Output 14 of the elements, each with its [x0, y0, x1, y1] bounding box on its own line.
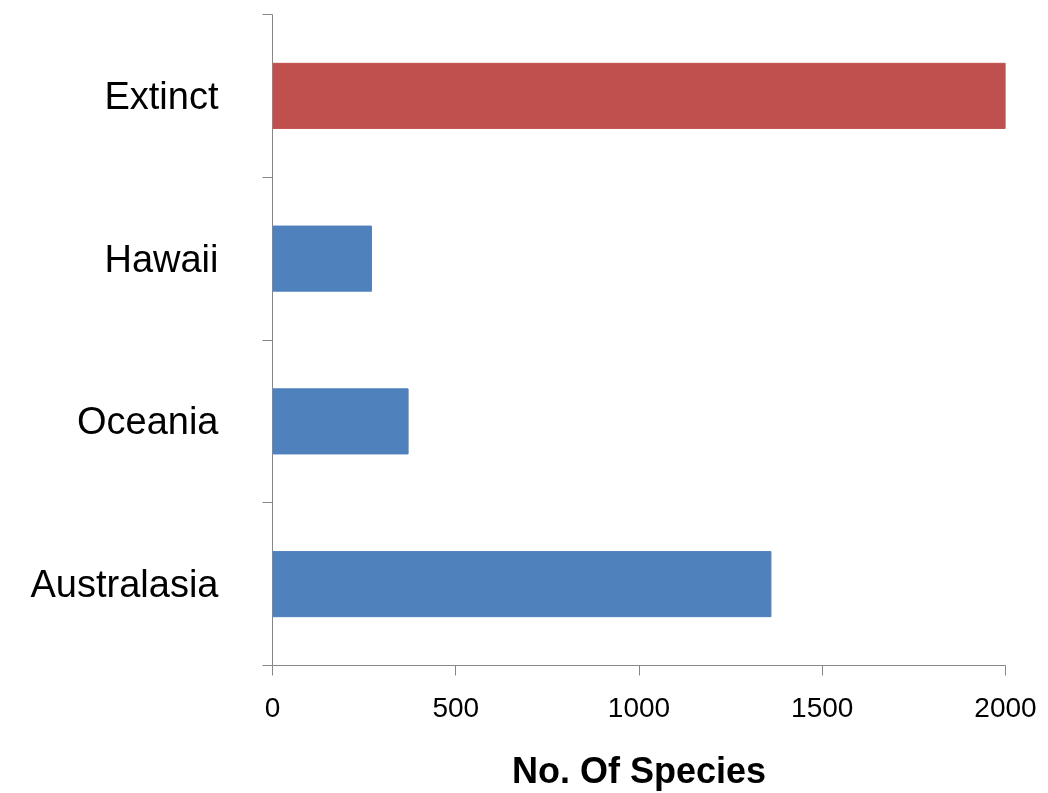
- y-tick-label: Extinct: [104, 74, 219, 117]
- bar: [272, 62, 1006, 129]
- x-tick-label: 1500: [791, 691, 854, 723]
- x-tick-label: 1000: [607, 691, 671, 723]
- bar: [272, 551, 772, 618]
- x-axis-title: No. Of Species: [511, 749, 767, 791]
- y-tick-label: Oceania: [76, 400, 220, 443]
- y-tick-label: Hawaii: [104, 237, 219, 280]
- x-tick-label: 500: [432, 691, 480, 723]
- bar: [272, 388, 409, 455]
- x-tick-label: 2000: [974, 691, 1037, 723]
- bar: [272, 225, 372, 292]
- x-tick-label: 0: [264, 691, 281, 723]
- y-tick-label: Australasia: [30, 563, 220, 606]
